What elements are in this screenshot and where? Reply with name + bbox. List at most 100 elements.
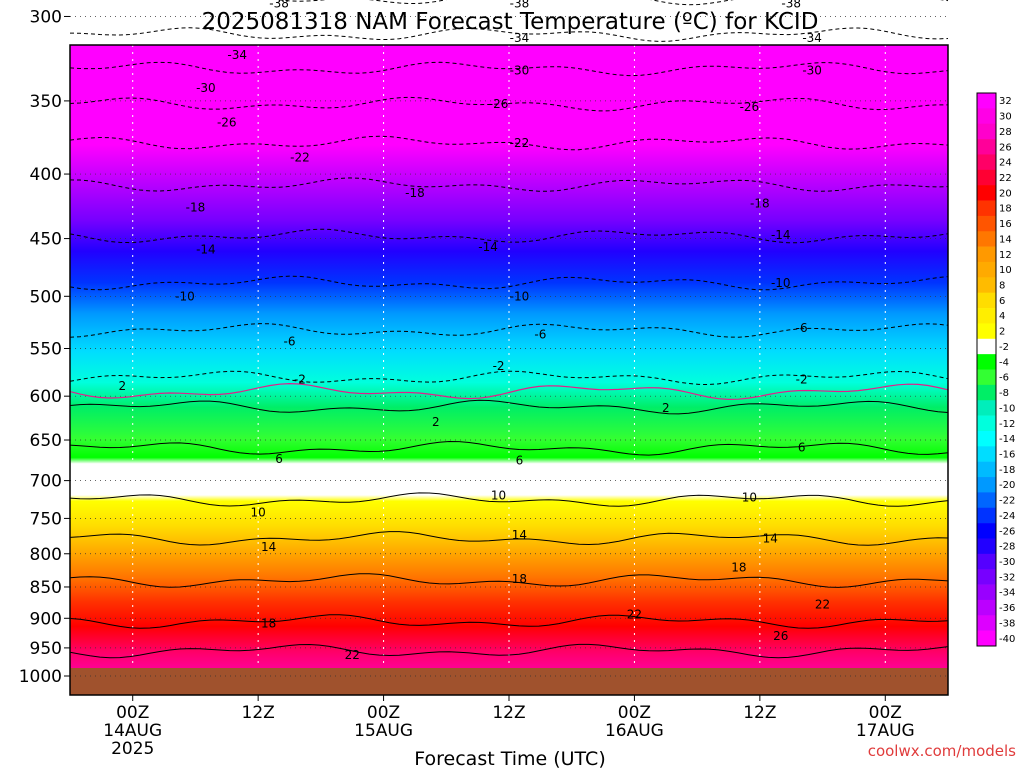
colorbar-swatch [977,246,996,263]
colorbar-swatch [977,231,996,247]
contour-label: 6 [275,452,283,466]
chart-title: 2025081318 NAM Forecast Temperature (ºC)… [202,9,819,35]
contour-label: 22 [627,608,642,622]
isotherm-line [69,323,949,338]
colorbar-swatch [977,215,996,232]
y-tick-label: 300 [30,7,62,27]
contour-label: 14 [261,540,276,554]
colorbar-label: 28 [999,127,1012,138]
y-tick-label: 500 [30,287,62,307]
colorbar-label: -32 [999,572,1015,583]
colorbar-swatch [977,523,996,539]
colorbar-swatch [977,185,996,201]
isotherm-line [69,440,949,456]
colorbar-swatch [977,492,996,509]
isotherm-line [69,96,949,112]
colorbar-swatch [977,308,996,324]
colorbar-label: -2 [999,342,1009,353]
colorbar-label: -8 [999,388,1009,399]
colorbar-label: -18 [999,465,1015,476]
contour-label: -30 [802,63,822,77]
contour-label: -18 [750,196,770,210]
colorbar-swatch [977,123,996,140]
colorbar-label: 18 [999,204,1012,215]
x-tick-label: 00Z [618,703,651,723]
colorbar-swatch [977,430,996,447]
colorbar-label: -10 [999,403,1015,414]
isotherm-line [69,228,949,244]
contour-label: 18 [512,572,527,586]
colorbar-label: -24 [999,511,1015,522]
colorbar-label: 4 [999,311,1005,322]
ground-fill [70,668,948,695]
colorbar-swatch [977,93,996,109]
contour-label: -10 [510,289,530,303]
colorbar-swatch [977,446,996,462]
colorbar-label: -20 [999,480,1015,491]
colorbar-swatch [977,569,996,585]
colorbar-label: -12 [999,419,1015,430]
colorbar-label: 6 [999,296,1005,307]
colorbar-label: 24 [999,158,1012,169]
colorbar-swatch [977,630,996,647]
contour-label: -6 [284,334,296,348]
isotherm-line [69,643,949,659]
colorbar-label: -6 [999,373,1009,384]
colorbar-swatch [977,169,996,186]
x-tick-label: 2025 [111,739,154,759]
colorbar-swatch [977,154,996,171]
contour-label: 22 [815,598,830,612]
contour-label: 6 [798,441,806,455]
colorbar-label: 8 [999,281,1005,292]
contour-label: 6 [516,454,524,468]
contour-label: -26 [489,97,509,111]
colorbar-label: -28 [999,542,1015,553]
y-tick-label: 750 [30,509,62,529]
colorbar-label: 16 [999,219,1012,230]
contour-label: 18 [731,560,746,574]
freezing-level-line [69,382,949,401]
contour-label: -10 [771,276,791,290]
x-tick-label: 12Z [242,703,275,723]
x-tick-label: 12Z [743,703,776,723]
x-tick-label: 00Z [116,703,149,723]
colorbar-label: -34 [999,588,1015,599]
y-tick-label: 400 [30,165,62,185]
colorbar-swatch [977,261,996,278]
colorbar-swatch [977,292,996,309]
isotherm-line [69,275,949,291]
colorbar-label: -14 [999,434,1015,445]
contour-label: 2 [432,415,440,429]
y-tick-label: 850 [30,578,62,598]
contour-label: -26 [740,100,760,114]
x-tick-label: 17AUG [856,721,915,741]
colorbar-label: 12 [999,250,1012,261]
y-tick-label: 700 [30,472,62,492]
contour-label: -30 [196,81,216,95]
colorbar-label: 30 [999,112,1012,123]
x-tick-label: 15AUG [354,721,413,741]
contour-label: -30 [510,63,530,77]
contour-label: -22 [510,136,530,150]
contour-label: -6 [796,321,808,335]
colorbar-label: 14 [999,234,1012,245]
colorbar-label: -16 [999,450,1015,461]
colorbar-label: -30 [999,557,1015,568]
contour-label: -14 [771,228,791,242]
colorbar-frame [976,92,997,647]
contour-label: 14 [512,528,527,542]
isotherm-line [69,27,949,42]
colorbar-swatch [977,461,996,478]
isotherm-line [69,492,949,507]
colorbar-label: -22 [999,496,1015,507]
colorbar-swatch [977,553,996,570]
isotherm-line [69,614,949,629]
contour-label: -6 [534,327,546,341]
colorbar-swatch [977,584,996,601]
contour-label: -2 [796,372,808,386]
contour-label: -2 [294,372,306,386]
colorbar-label: -38 [999,619,1015,630]
y-tick-label: 600 [30,387,62,407]
colorbar-swatch [977,354,996,370]
